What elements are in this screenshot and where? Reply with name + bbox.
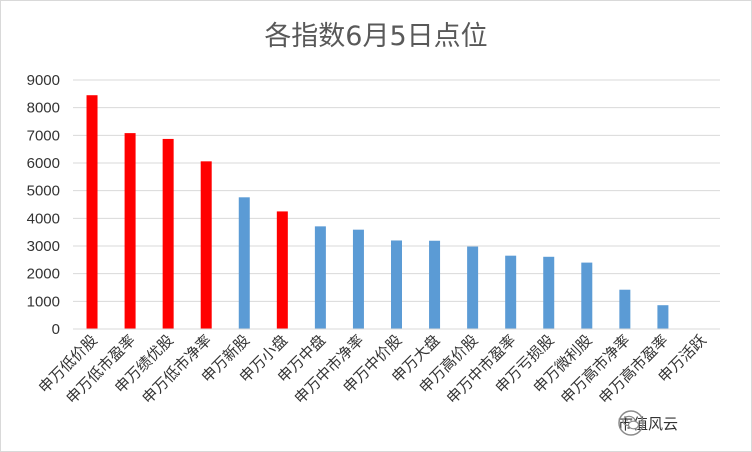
- y-tick-label: 6000: [27, 155, 60, 172]
- bar: [86, 95, 98, 329]
- bars: [86, 95, 669, 329]
- bar: [505, 255, 517, 329]
- y-tick-label: 7000: [27, 127, 60, 144]
- bar: [657, 305, 669, 329]
- bar: [581, 262, 593, 329]
- y-tick-label: 3000: [27, 238, 60, 255]
- bar: [467, 246, 479, 329]
- watermark: 市值风云: [618, 410, 678, 436]
- bar: [124, 133, 136, 329]
- bar: [238, 197, 250, 329]
- bar: [200, 161, 212, 329]
- bar: [429, 240, 441, 329]
- bar: [314, 226, 326, 329]
- bar: [391, 240, 402, 329]
- bar: [352, 229, 364, 329]
- y-axis-labels: 0 1000 2000 3000 4000 5000 6000 7000 8000 9000: [27, 72, 60, 338]
- x-axis-labels: 申万低价股申万低市盈率申万绩优股申万低市净率申万新股申万小盘申万中盘申万中市净率…: [35, 331, 710, 407]
- chart-title: 各指数6月5日点位: [264, 21, 488, 52]
- y-tick-label: 4000: [27, 210, 60, 227]
- y-tick-label: 9000: [27, 72, 60, 89]
- bar: [162, 138, 174, 329]
- y-tick-label: 0: [52, 321, 60, 338]
- y-tick-label: 8000: [27, 100, 60, 117]
- wechat-icon: [618, 410, 644, 436]
- bar: [543, 256, 555, 329]
- bar: [619, 289, 631, 329]
- y-tick-label: 2000: [27, 266, 60, 283]
- bar: [276, 211, 288, 329]
- y-tick-label: 1000: [27, 293, 60, 310]
- y-tick-label: 5000: [27, 183, 60, 200]
